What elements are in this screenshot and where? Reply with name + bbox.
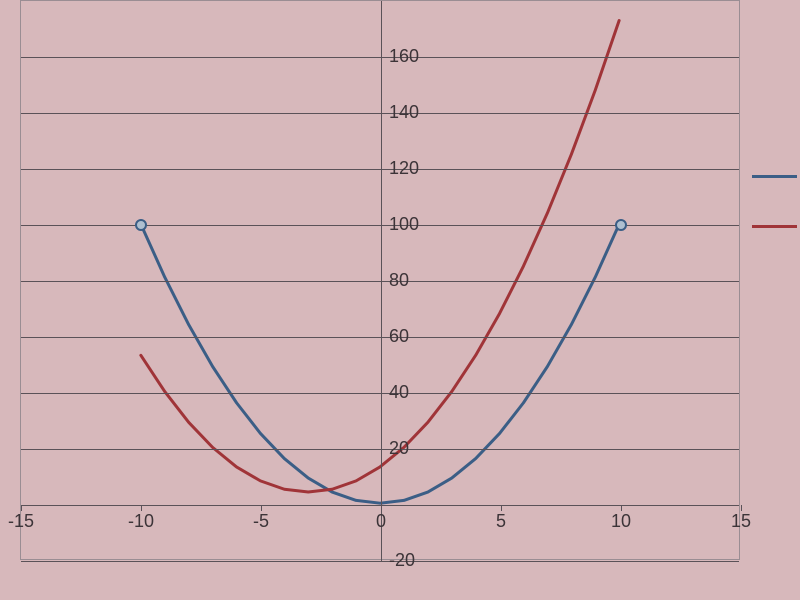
x-tick-label: 5 bbox=[496, 511, 506, 532]
y-tick-label: 140 bbox=[389, 102, 419, 123]
y-tick-label: 80 bbox=[389, 270, 409, 291]
curves-svg bbox=[21, 1, 739, 559]
x-tick-label: -10 bbox=[128, 511, 154, 532]
x-tick-label: -15 bbox=[8, 511, 34, 532]
gridline-y bbox=[21, 505, 739, 506]
y-tick-label: 60 bbox=[389, 326, 409, 347]
x-tick-label: 0 bbox=[376, 511, 386, 532]
plot-area: -2020406080100120140160-15-10-5051015 bbox=[20, 0, 740, 560]
gridline-y bbox=[21, 561, 739, 562]
y-tick-label: 100 bbox=[389, 214, 419, 235]
y-tick-label: 120 bbox=[389, 158, 419, 179]
x-tick-label: 15 bbox=[731, 511, 751, 532]
series-blue-endpoint bbox=[615, 219, 627, 231]
gridline-y bbox=[21, 281, 739, 282]
legend-swatch-series-blue bbox=[752, 175, 797, 178]
y-tick-label: 20 bbox=[389, 438, 409, 459]
gridline-y bbox=[21, 337, 739, 338]
gridline-y bbox=[21, 225, 739, 226]
gridline-y bbox=[21, 449, 739, 450]
x-tick-label: -5 bbox=[253, 511, 269, 532]
y-tick-label: -20 bbox=[389, 550, 415, 571]
legend-swatch-series-red bbox=[752, 225, 797, 228]
y-tick-label: 160 bbox=[389, 46, 419, 67]
y-tick-label: 40 bbox=[389, 382, 409, 403]
gridline-y bbox=[21, 169, 739, 170]
series-blue-path bbox=[141, 224, 619, 503]
chart-canvas: -20 20 40 60 80 100 120 140 160 -15 -10 -5 0 5 10 15 bbox=[0, 0, 800, 600]
gridline-y bbox=[21, 393, 739, 394]
y-axis-line bbox=[381, 1, 382, 561]
x-tick-label: 10 bbox=[611, 511, 631, 532]
series-blue-endpoint bbox=[135, 219, 147, 231]
series-red-path bbox=[141, 21, 619, 493]
gridline-y bbox=[21, 57, 739, 58]
gridline-y bbox=[21, 113, 739, 114]
